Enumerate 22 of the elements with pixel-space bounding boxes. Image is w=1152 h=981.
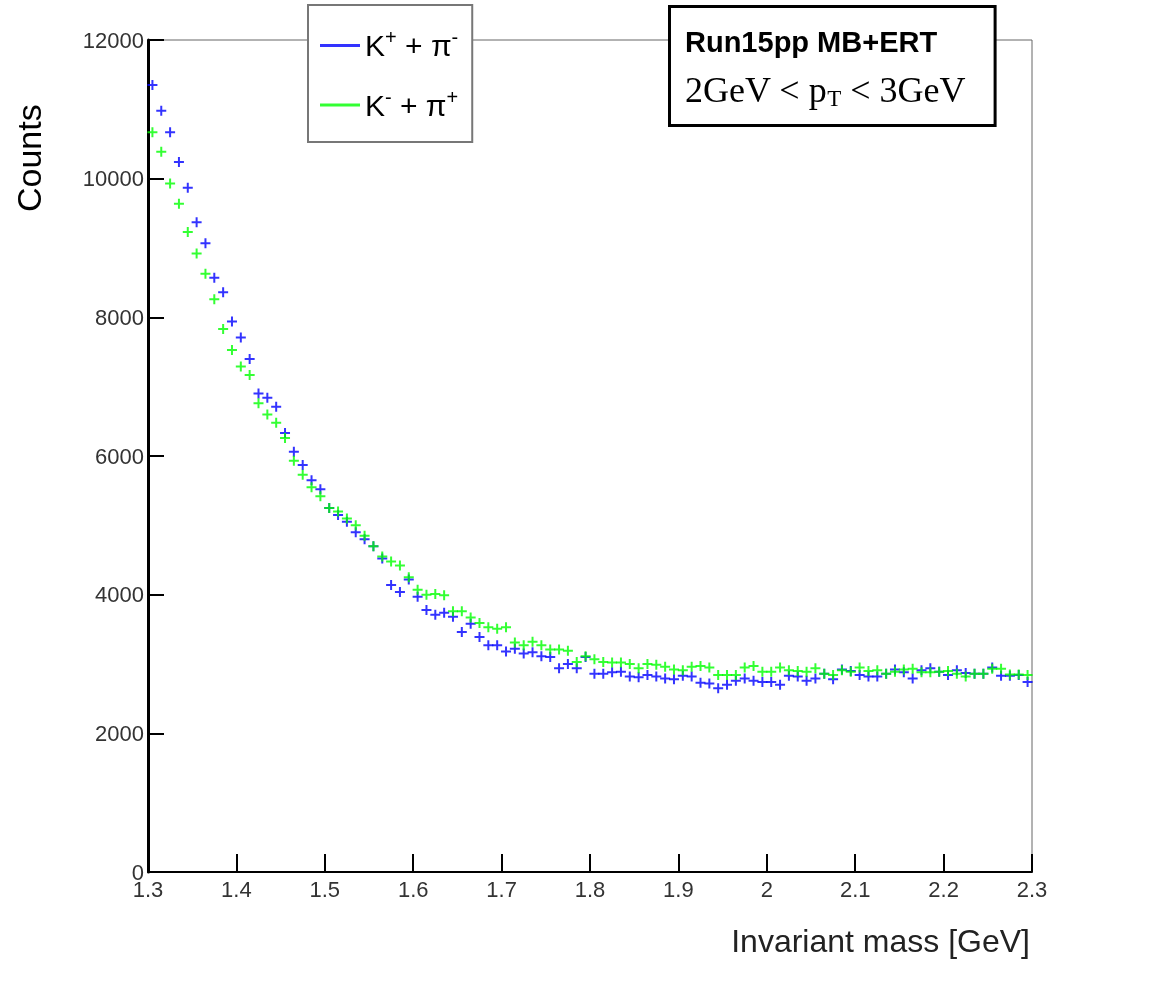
y-tick-label: 12000	[82, 27, 144, 53]
legend-label: K+ + π-	[365, 26, 459, 62]
x-tick-label: 1.6	[397, 876, 429, 902]
x-tick-label: 2.3	[1016, 876, 1048, 902]
x-tick-label: 1.8	[574, 876, 606, 902]
x-tick-label: 2	[760, 876, 773, 902]
x-tick-label: 1.9	[663, 876, 694, 902]
y-tick-label: 8000	[95, 304, 144, 330]
y-tick-label: 2000	[95, 720, 144, 746]
y-tick-label: 6000	[95, 443, 144, 469]
x-axis-title: Invariant mass [GeV]	[731, 923, 1030, 959]
x-tick-label: 1.5	[309, 876, 341, 902]
y-tick-label: 4000	[95, 582, 144, 608]
y-axis-title: Counts	[10, 104, 48, 212]
annotation: 2GeV < pT < 3GeV	[685, 70, 966, 111]
x-tick-label: 1.4	[221, 876, 252, 902]
annotation: Run15pp MB+ERT	[685, 26, 938, 58]
y-tick-label: 10000	[82, 166, 144, 192]
x-tick-label: 1.7	[486, 876, 517, 902]
legend-label: K- + π+	[365, 85, 459, 122]
x-tick-label: 2.1	[839, 876, 871, 902]
x-tick-label: 2.2	[928, 876, 959, 902]
